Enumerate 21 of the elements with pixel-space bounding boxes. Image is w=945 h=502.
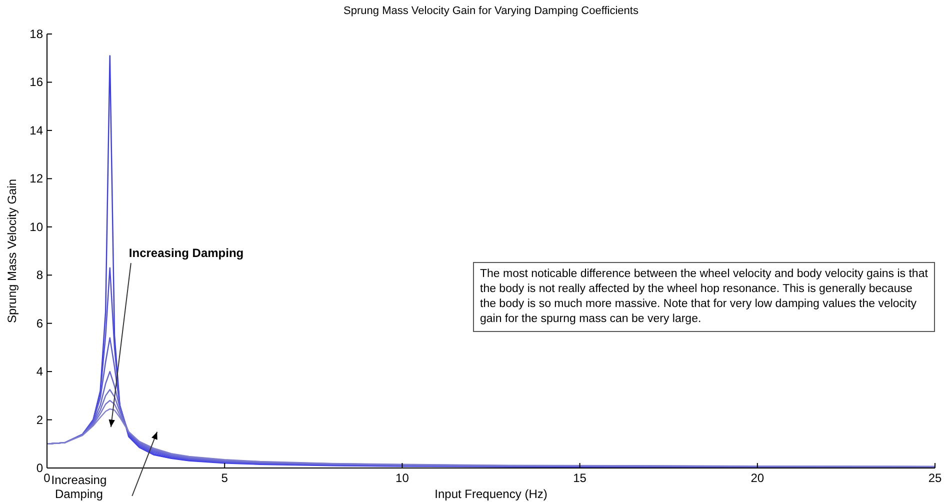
x-tick-label: 20 [750,471,764,485]
y-tick-label: 18 [30,27,44,41]
text: Increasing Damping [51,473,107,501]
y-tick-label: 16 [30,75,44,90]
y-tick-label: 0 [36,461,44,475]
x-tick-label: 15 [573,471,587,485]
annotation: Increasing Damping [128,246,244,260]
chart-title: Sprung Mass Velocity Gain for Varying Damping Coefficients [344,5,639,17]
y-tick-label: 4 [36,364,44,379]
y-tick-label: 10 [30,220,44,234]
x-tick-label: 5 [221,471,228,485]
annotation: The most noticable difference between the wheel velocity and body velocity gains is that the body is not really affected by the wheel hop resonance. This is generally because the body is so much more massive. Note that for very low damping values the velocity gain for the spurng mass can be very large. [473,262,935,332]
y-tick-label: 2 [36,412,44,427]
x-tick-label: 25 [928,471,942,485]
y-axis-title: Sprung Mass Velocity Gain [5,178,19,324]
y-tick-label: 8 [36,268,44,282]
y-tick-label: 12 [30,172,44,186]
x-axis-title: Input Frequency (Hz) [434,487,548,501]
x-tick-label: 10 [396,471,410,485]
y-tick-label: 14 [30,123,44,138]
y-tick-label: 6 [36,316,44,330]
